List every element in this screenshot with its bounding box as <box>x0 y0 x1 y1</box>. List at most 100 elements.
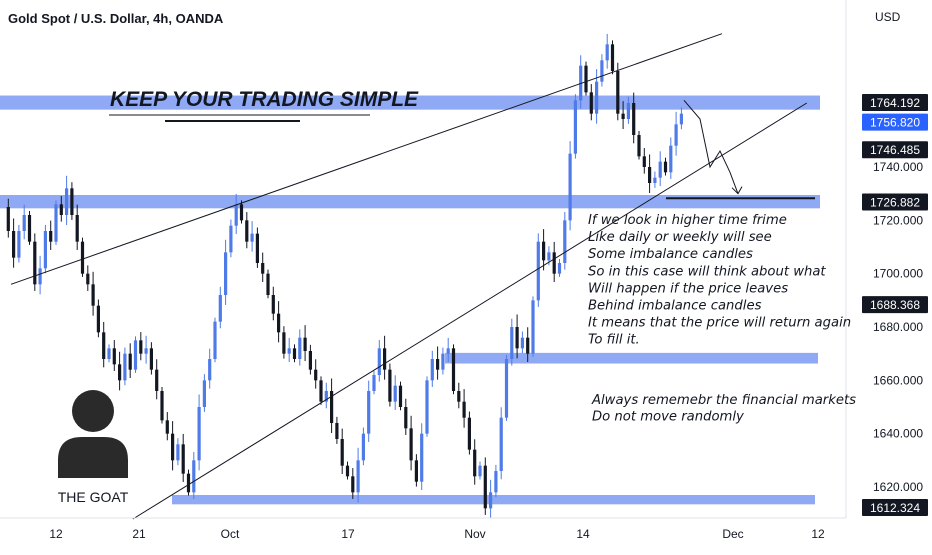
svg-text:1688.368: 1688.368 <box>870 298 920 312</box>
avatar <box>58 390 128 478</box>
candle <box>91 271 95 316</box>
note-line: If we look in higher time frime <box>588 213 787 228</box>
candle <box>504 355 509 421</box>
candle <box>86 265 90 291</box>
candle <box>489 479 493 519</box>
candle <box>319 376 323 405</box>
candle <box>621 101 625 130</box>
candle <box>218 286 222 329</box>
note-line: Some imbalance candles <box>588 247 753 262</box>
trendline-2[interactable] <box>132 102 808 520</box>
candles-layer <box>6 33 683 519</box>
candle <box>589 84 593 121</box>
candle <box>12 218 16 268</box>
candle <box>351 468 355 499</box>
time-tick-5: 14 <box>576 527 590 541</box>
candle <box>642 148 646 174</box>
note-line: So in this case will think about what <box>588 264 826 279</box>
candle <box>27 211 32 245</box>
price-label-1612.324: 1612.324 <box>862 498 928 516</box>
price-label-1756.820: 1756.820 <box>862 113 928 131</box>
time-tick-0: 12 <box>49 527 63 541</box>
time-tick-1: 21 <box>132 527 146 541</box>
candle <box>149 342 153 375</box>
time-axis[interactable]: 12 21 Oct 17 Nov 14 Dec 12 <box>49 527 825 541</box>
candle <box>531 296 535 357</box>
candle <box>451 344 456 395</box>
candle <box>303 325 307 362</box>
candle <box>483 457 487 515</box>
svg-text:1756.820: 1756.820 <box>870 116 920 130</box>
candle <box>563 212 567 270</box>
candle <box>430 350 434 387</box>
candle <box>213 317 217 363</box>
candle <box>43 224 47 274</box>
candle <box>679 107 683 130</box>
currency-label: USD <box>875 10 901 24</box>
projection-path[interactable] <box>683 100 739 194</box>
price-tick-6: 1740.000 <box>873 160 923 174</box>
candle <box>658 151 662 186</box>
candle <box>494 464 498 498</box>
candle <box>536 233 540 307</box>
note-block-imbalance: If we look in higher time frime Like dail… <box>588 213 851 348</box>
candle <box>123 347 127 386</box>
candle <box>186 469 191 496</box>
candle <box>165 412 169 441</box>
candle <box>409 415 413 471</box>
candle <box>404 398 408 435</box>
candle <box>340 428 344 474</box>
candle <box>446 337 450 362</box>
candle <box>648 154 652 194</box>
candle <box>282 326 286 359</box>
candle <box>367 380 371 442</box>
candle <box>499 407 503 480</box>
candle <box>425 376 429 437</box>
candle <box>520 331 524 354</box>
zone-4 <box>172 495 815 505</box>
candle <box>261 252 265 282</box>
candle <box>128 343 132 378</box>
candle <box>573 94 577 159</box>
svg-text:1746.485: 1746.485 <box>870 143 920 157</box>
svg-text:1726.882: 1726.882 <box>870 195 920 209</box>
candle <box>330 378 334 434</box>
time-tick-2: Oct <box>221 527 240 541</box>
candle <box>112 340 116 371</box>
candle <box>96 299 100 338</box>
price-axis[interactable]: 1620.000 1640.000 1660.000 1680.000 1700.000… <box>873 160 923 494</box>
headline-text: KEEP YOUR TRADING SIMPLE <box>110 88 419 111</box>
price-tick-3: 1680.000 <box>873 320 923 334</box>
candle <box>616 62 620 121</box>
candle <box>133 336 138 373</box>
chart-title: Gold Spot / U.S. Dollar, 4h, OANDA <box>8 11 224 26</box>
avatar-body <box>58 437 128 478</box>
candle <box>239 200 244 224</box>
candle <box>542 229 546 271</box>
candle <box>552 241 556 282</box>
candle <box>139 332 143 361</box>
candle <box>176 438 180 466</box>
price-label-1688.368: 1688.368 <box>862 296 928 314</box>
candle <box>202 374 206 412</box>
time-tick-3: 17 <box>341 527 355 541</box>
candle <box>610 40 615 75</box>
trendline-1[interactable] <box>10 33 723 285</box>
candle <box>80 237 85 277</box>
avatar-head <box>72 390 114 432</box>
candle <box>298 329 302 366</box>
candle <box>266 269 270 299</box>
candle <box>171 421 175 471</box>
candle <box>568 141 572 231</box>
time-tick-6: Dec <box>722 527 743 541</box>
candle <box>462 389 466 428</box>
candle <box>632 92 636 144</box>
candle <box>510 318 514 366</box>
candle <box>383 335 387 380</box>
candle <box>22 204 26 240</box>
candle <box>287 337 291 362</box>
candle <box>118 351 122 391</box>
candle <box>414 454 418 487</box>
candle <box>372 371 376 395</box>
